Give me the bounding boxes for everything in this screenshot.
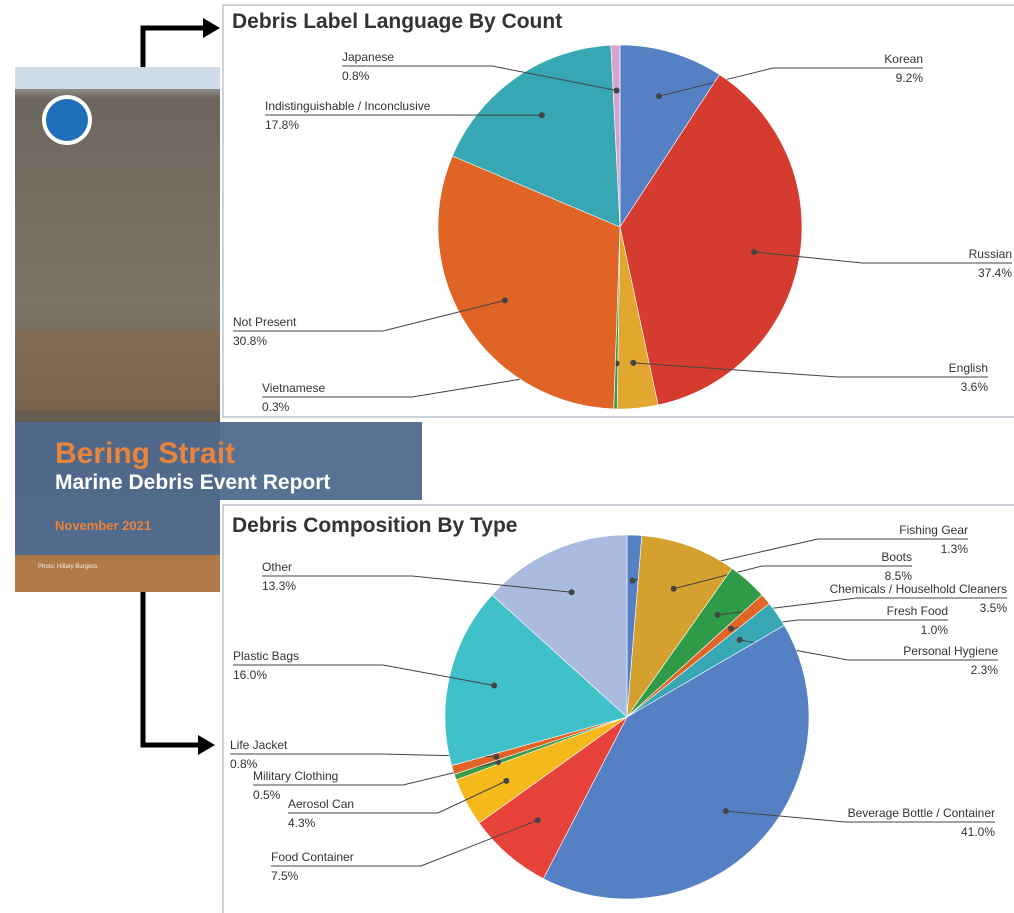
value-label: 30.8% (233, 334, 267, 348)
value-label: 0.8% (342, 69, 370, 83)
leader-dot (656, 93, 662, 99)
logo (46, 99, 88, 141)
leader-dot (535, 817, 541, 823)
slice-label: Beverage Bottle / Container (848, 806, 995, 820)
cover-subtitle: Marine Debris Event Report (55, 471, 330, 494)
slice-label: Japanese (342, 50, 394, 64)
leader-dot (614, 88, 620, 94)
chart-title: Debris Label Language By Count (232, 10, 562, 33)
value-label: 4.3% (288, 816, 316, 830)
leader-dot (503, 778, 509, 784)
value-label: 16.0% (233, 668, 267, 682)
leader-dot (723, 808, 729, 814)
slice-label: Military Clothing (253, 769, 338, 783)
value-label: 37.4% (978, 266, 1012, 280)
slice-label: Aerosol Can (288, 797, 354, 811)
leader-dot (493, 754, 499, 760)
slice-label: Chemicals / Houselhold Cleaners (830, 582, 1007, 596)
leader-dot (751, 249, 757, 255)
slice-label: Plastic Bags (233, 649, 299, 663)
leader-dot (737, 637, 743, 643)
value-label: 8.5% (885, 569, 913, 583)
slice-label: Not Present (233, 315, 297, 329)
leader-dot (569, 589, 575, 595)
slice-label: Vietnamese (262, 381, 325, 395)
value-label: 2.3% (971, 663, 999, 677)
value-label: 13.3% (262, 579, 296, 593)
slice-label: Boots (881, 550, 912, 564)
slice-label: Fishing Gear (899, 523, 968, 537)
value-label: 0.5% (253, 788, 281, 802)
sky (15, 67, 220, 89)
slice-label: Indistinguishable / Inconclusive (265, 99, 431, 113)
slice-label: Fresh Food (887, 604, 948, 618)
value-label: 3.6% (961, 380, 989, 394)
slice-label: Food Container (271, 850, 354, 864)
leader-dot (671, 586, 677, 592)
value-label: 17.8% (265, 118, 299, 132)
value-label: 0.3% (262, 400, 290, 414)
value-label: 3.5% (980, 601, 1008, 615)
pebbles (15, 555, 220, 592)
photo-credit: Photo: Hillary Burgess (38, 564, 97, 570)
cover-title: Bering Strait (55, 437, 235, 470)
page: Bering Strait Marine Debris Event Report… (0, 0, 1014, 913)
leader-dot (630, 578, 636, 584)
arrow (143, 592, 200, 745)
value-label: 0.8% (230, 757, 258, 771)
slice-label: Personal Hygiene (903, 644, 998, 658)
cover-date: November 2021 (55, 518, 151, 533)
chart-title: Debris Composition By Type (232, 514, 517, 537)
leader-dot (715, 612, 721, 618)
value-label: 1.0% (921, 623, 949, 637)
slice-label: English (949, 361, 988, 375)
leader-dot (491, 683, 497, 689)
leader-dot (630, 360, 636, 366)
value-label: 9.2% (896, 71, 924, 85)
leader-dot (728, 626, 734, 632)
slice-label: Korean (884, 52, 923, 66)
slice-label: Other (262, 560, 292, 574)
leader-dot (539, 112, 545, 118)
value-label: 41.0% (961, 825, 995, 839)
arrow (143, 28, 205, 67)
arrow-head (198, 735, 215, 755)
slice-label: Life Jacket (230, 738, 288, 752)
pebbles (15, 330, 220, 410)
slice-label: Russian (969, 247, 1012, 261)
arrow-head (203, 18, 220, 38)
value-label: 7.5% (271, 869, 299, 883)
leader-dot (502, 297, 508, 303)
value-label: 1.3% (941, 542, 969, 556)
